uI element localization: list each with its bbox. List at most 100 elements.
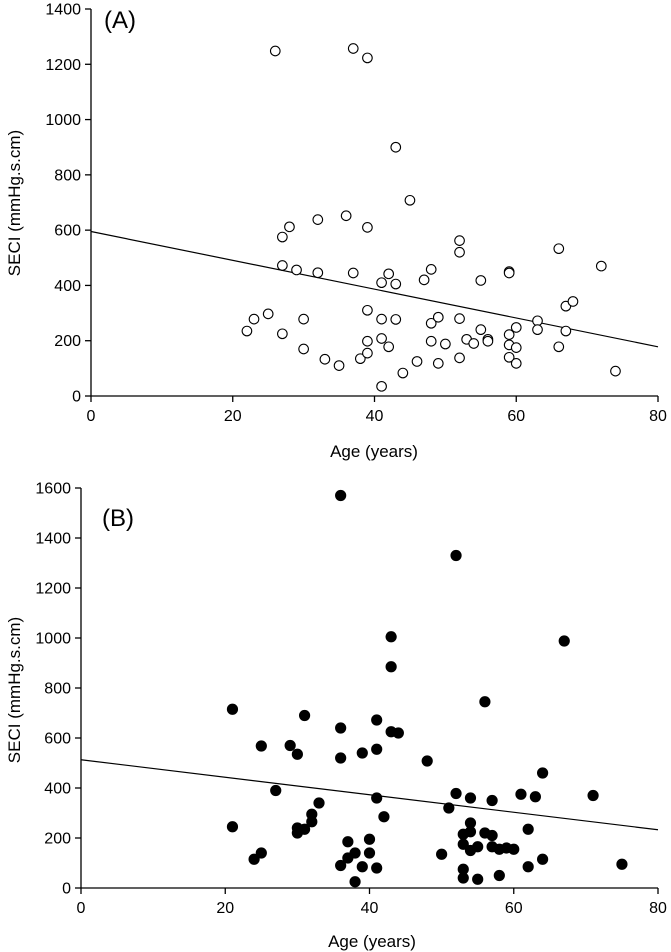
data-point-b xyxy=(371,862,383,874)
data-point-b xyxy=(385,661,397,673)
data-point-a xyxy=(567,296,579,307)
y-axis-label-b: SECI (mmHg.s.cm) xyxy=(5,617,24,763)
data-point-a xyxy=(298,313,309,325)
data-point-a xyxy=(510,322,522,333)
data-point-a xyxy=(425,335,437,347)
data-point-a xyxy=(454,246,465,258)
data-point-a xyxy=(404,194,416,206)
data-point-b xyxy=(335,752,347,764)
data-point-b xyxy=(226,703,239,715)
data-point-a xyxy=(362,304,373,316)
data-point-a xyxy=(291,264,302,276)
x-axis-label-a: Age (years) xyxy=(330,442,418,461)
data-point-b xyxy=(248,853,260,865)
y-tick-label-b: 600 xyxy=(44,731,71,748)
data-point-b xyxy=(371,743,383,755)
x-tick-label-a: 80 xyxy=(649,408,667,425)
data-point-a xyxy=(425,264,437,275)
data-point-a xyxy=(284,221,295,233)
panel-label-a: (A) xyxy=(104,7,136,34)
x-tick-label-b: 0 xyxy=(77,900,86,917)
data-point-b xyxy=(356,747,368,759)
data-point-b xyxy=(306,816,318,828)
data-point-b xyxy=(378,811,390,823)
data-point-b xyxy=(335,859,347,872)
data-point-a xyxy=(248,313,260,325)
x-tick-label-b: 20 xyxy=(216,900,234,917)
chart-panel-b: (B) Age (years) SECI (mmHg.s.cm) 0200400… xyxy=(5,481,667,952)
data-point-a xyxy=(440,338,451,350)
data-point-a xyxy=(468,338,480,349)
data-point-b xyxy=(298,709,311,722)
x-tick-label-a: 60 xyxy=(507,408,525,425)
data-point-a xyxy=(432,311,444,323)
data-point-a xyxy=(475,324,487,336)
data-point-a xyxy=(376,380,387,392)
data-point-b xyxy=(291,748,303,760)
x-tick-label-b: 80 xyxy=(649,900,667,917)
y-tick-label-a: 1000 xyxy=(45,112,81,129)
data-point-b xyxy=(335,722,347,734)
data-point-b xyxy=(313,797,325,809)
data-point-b xyxy=(472,873,484,885)
y-tick-label-b: 0 xyxy=(62,881,71,898)
data-point-a xyxy=(532,315,543,327)
data-point-a xyxy=(454,313,465,324)
data-point-b xyxy=(255,740,267,752)
data-point-a xyxy=(397,367,409,379)
data-point-a xyxy=(560,325,572,337)
data-point-b xyxy=(536,853,549,865)
y-tick-label-a: 1200 xyxy=(45,57,81,74)
data-point-a xyxy=(510,358,522,369)
data-point-b xyxy=(479,696,491,708)
data-point-b xyxy=(342,836,354,848)
data-point-b xyxy=(436,848,448,860)
data-point-b xyxy=(356,861,368,873)
data-point-b xyxy=(522,861,534,873)
data-point-a xyxy=(347,43,359,54)
data-point-a xyxy=(376,277,387,289)
x-tick-label-a: 20 xyxy=(224,408,242,425)
data-point-b xyxy=(349,847,361,859)
data-point-b xyxy=(457,838,469,850)
data-point-a xyxy=(432,358,444,369)
data-point-a xyxy=(510,342,522,353)
data-point-b xyxy=(558,635,570,647)
data-point-a xyxy=(376,333,387,344)
y-tick-label-a: 600 xyxy=(54,223,81,240)
plot-area-a: 0 200 400 600 800 1000 1200 1400 0 20 40 60 80 xyxy=(45,2,667,426)
data-point-a xyxy=(425,317,437,329)
data-point-b xyxy=(349,876,361,888)
data-point-b xyxy=(450,549,462,562)
data-point-a xyxy=(362,347,373,359)
data-point-a xyxy=(277,260,288,271)
data-point-b xyxy=(472,841,484,853)
data-point-a xyxy=(553,341,565,353)
data-point-a xyxy=(241,325,253,337)
data-point-b xyxy=(529,791,541,803)
data-point-a xyxy=(503,351,515,363)
x-tick-label-b: 60 xyxy=(505,900,523,917)
y-tick-label-b: 1400 xyxy=(35,531,71,548)
data-point-a xyxy=(362,222,373,233)
data-point-a xyxy=(482,335,494,347)
data-point-b xyxy=(457,872,469,884)
data-point-b xyxy=(392,727,404,739)
data-point-a xyxy=(553,243,565,255)
data-point-b xyxy=(450,787,462,800)
y-tick-label-a: 400 xyxy=(54,278,81,295)
data-point-a xyxy=(390,278,402,290)
data-point-a xyxy=(503,329,515,340)
data-point-a xyxy=(411,356,423,367)
y-tick-label-a: 0 xyxy=(72,389,81,406)
data-point-a xyxy=(595,260,607,272)
chart-panel-a: (A) Age (years) SECI (mmHg.s.cm) 0200400… xyxy=(5,2,667,462)
data-point-a xyxy=(319,353,331,365)
data-point-a xyxy=(362,52,373,64)
regression-line-a xyxy=(90,230,659,348)
data-point-b xyxy=(421,755,433,767)
data-point-a xyxy=(610,365,621,377)
x-axis-label-b: Age (years) xyxy=(328,932,416,951)
x-tick-label-a: 40 xyxy=(366,408,384,425)
data-point-a xyxy=(312,267,324,279)
